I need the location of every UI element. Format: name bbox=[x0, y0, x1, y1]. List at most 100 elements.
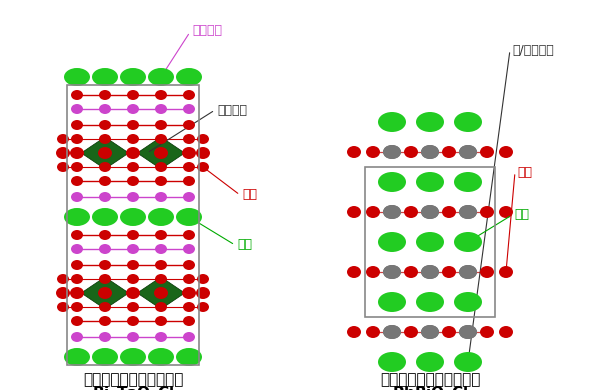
Ellipse shape bbox=[57, 162, 69, 172]
Ellipse shape bbox=[71, 230, 83, 240]
Ellipse shape bbox=[480, 326, 494, 338]
Ellipse shape bbox=[366, 266, 380, 278]
Ellipse shape bbox=[126, 147, 140, 159]
Ellipse shape bbox=[98, 287, 112, 299]
Ellipse shape bbox=[71, 332, 83, 342]
Ellipse shape bbox=[99, 162, 111, 172]
Ellipse shape bbox=[57, 134, 69, 144]
Ellipse shape bbox=[99, 302, 111, 312]
Ellipse shape bbox=[71, 316, 83, 326]
Ellipse shape bbox=[120, 208, 146, 226]
Text: 酸素: 酸素 bbox=[242, 188, 257, 202]
Ellipse shape bbox=[183, 162, 195, 172]
Ellipse shape bbox=[99, 230, 111, 240]
Ellipse shape bbox=[127, 274, 139, 284]
Ellipse shape bbox=[155, 192, 167, 202]
Ellipse shape bbox=[459, 205, 477, 219]
Ellipse shape bbox=[421, 265, 439, 279]
Ellipse shape bbox=[421, 265, 439, 279]
Ellipse shape bbox=[183, 104, 195, 114]
Ellipse shape bbox=[127, 260, 139, 270]
Ellipse shape bbox=[182, 287, 196, 299]
Ellipse shape bbox=[459, 325, 477, 339]
Ellipse shape bbox=[197, 162, 209, 172]
Ellipse shape bbox=[127, 244, 139, 254]
Ellipse shape bbox=[366, 326, 380, 338]
Text: 塩素: 塩素 bbox=[514, 209, 529, 222]
Ellipse shape bbox=[366, 146, 380, 158]
Ellipse shape bbox=[127, 230, 139, 240]
Ellipse shape bbox=[404, 266, 418, 278]
Ellipse shape bbox=[416, 172, 444, 192]
Ellipse shape bbox=[383, 325, 401, 339]
Ellipse shape bbox=[71, 162, 83, 172]
Ellipse shape bbox=[155, 332, 167, 342]
Ellipse shape bbox=[127, 134, 139, 144]
Ellipse shape bbox=[126, 287, 140, 299]
Ellipse shape bbox=[183, 120, 195, 130]
Ellipse shape bbox=[196, 287, 210, 299]
Ellipse shape bbox=[71, 90, 83, 100]
Ellipse shape bbox=[127, 192, 139, 202]
Ellipse shape bbox=[155, 316, 167, 326]
Ellipse shape bbox=[99, 120, 111, 130]
Ellipse shape bbox=[92, 208, 118, 226]
Ellipse shape bbox=[120, 348, 146, 366]
Ellipse shape bbox=[404, 206, 418, 218]
Ellipse shape bbox=[99, 192, 111, 202]
Ellipse shape bbox=[383, 325, 401, 339]
Ellipse shape bbox=[378, 352, 406, 372]
Text: オキシハライド光触媒２: オキシハライド光触媒２ bbox=[380, 372, 480, 387]
Ellipse shape bbox=[148, 348, 174, 366]
Ellipse shape bbox=[183, 302, 195, 312]
Ellipse shape bbox=[99, 274, 111, 284]
Ellipse shape bbox=[64, 208, 90, 226]
Ellipse shape bbox=[127, 332, 139, 342]
Ellipse shape bbox=[378, 172, 406, 192]
Ellipse shape bbox=[71, 192, 83, 202]
Ellipse shape bbox=[383, 205, 401, 219]
Ellipse shape bbox=[183, 274, 195, 284]
Ellipse shape bbox=[71, 104, 83, 114]
Polygon shape bbox=[81, 137, 129, 169]
Ellipse shape bbox=[480, 206, 494, 218]
Ellipse shape bbox=[459, 145, 477, 159]
Ellipse shape bbox=[127, 176, 139, 186]
Ellipse shape bbox=[70, 287, 84, 299]
Ellipse shape bbox=[148, 68, 174, 86]
Text: Bi$_4$TaO$_8$Cl: Bi$_4$TaO$_8$Cl bbox=[92, 384, 174, 390]
Ellipse shape bbox=[92, 68, 118, 86]
Ellipse shape bbox=[99, 260, 111, 270]
Ellipse shape bbox=[155, 90, 167, 100]
Ellipse shape bbox=[442, 326, 456, 338]
Ellipse shape bbox=[56, 147, 70, 159]
Ellipse shape bbox=[127, 316, 139, 326]
Ellipse shape bbox=[454, 232, 482, 252]
Ellipse shape bbox=[99, 332, 111, 342]
Ellipse shape bbox=[182, 147, 196, 159]
Ellipse shape bbox=[459, 325, 477, 339]
Ellipse shape bbox=[183, 316, 195, 326]
Ellipse shape bbox=[454, 112, 482, 132]
Ellipse shape bbox=[176, 348, 202, 366]
Ellipse shape bbox=[421, 145, 439, 159]
Ellipse shape bbox=[71, 176, 83, 186]
Ellipse shape bbox=[155, 120, 167, 130]
Ellipse shape bbox=[155, 274, 167, 284]
Ellipse shape bbox=[57, 302, 69, 312]
Ellipse shape bbox=[155, 230, 167, 240]
Ellipse shape bbox=[57, 274, 69, 284]
Ellipse shape bbox=[183, 90, 195, 100]
Ellipse shape bbox=[378, 292, 406, 312]
Ellipse shape bbox=[183, 230, 195, 240]
Ellipse shape bbox=[71, 244, 83, 254]
Ellipse shape bbox=[71, 260, 83, 270]
Ellipse shape bbox=[404, 146, 418, 158]
Ellipse shape bbox=[127, 302, 139, 312]
Ellipse shape bbox=[99, 104, 111, 114]
Ellipse shape bbox=[421, 325, 439, 339]
Ellipse shape bbox=[99, 316, 111, 326]
Text: オキシハライド光触媒１: オキシハライド光触媒１ bbox=[83, 372, 183, 387]
Ellipse shape bbox=[154, 147, 168, 159]
Ellipse shape bbox=[480, 146, 494, 158]
